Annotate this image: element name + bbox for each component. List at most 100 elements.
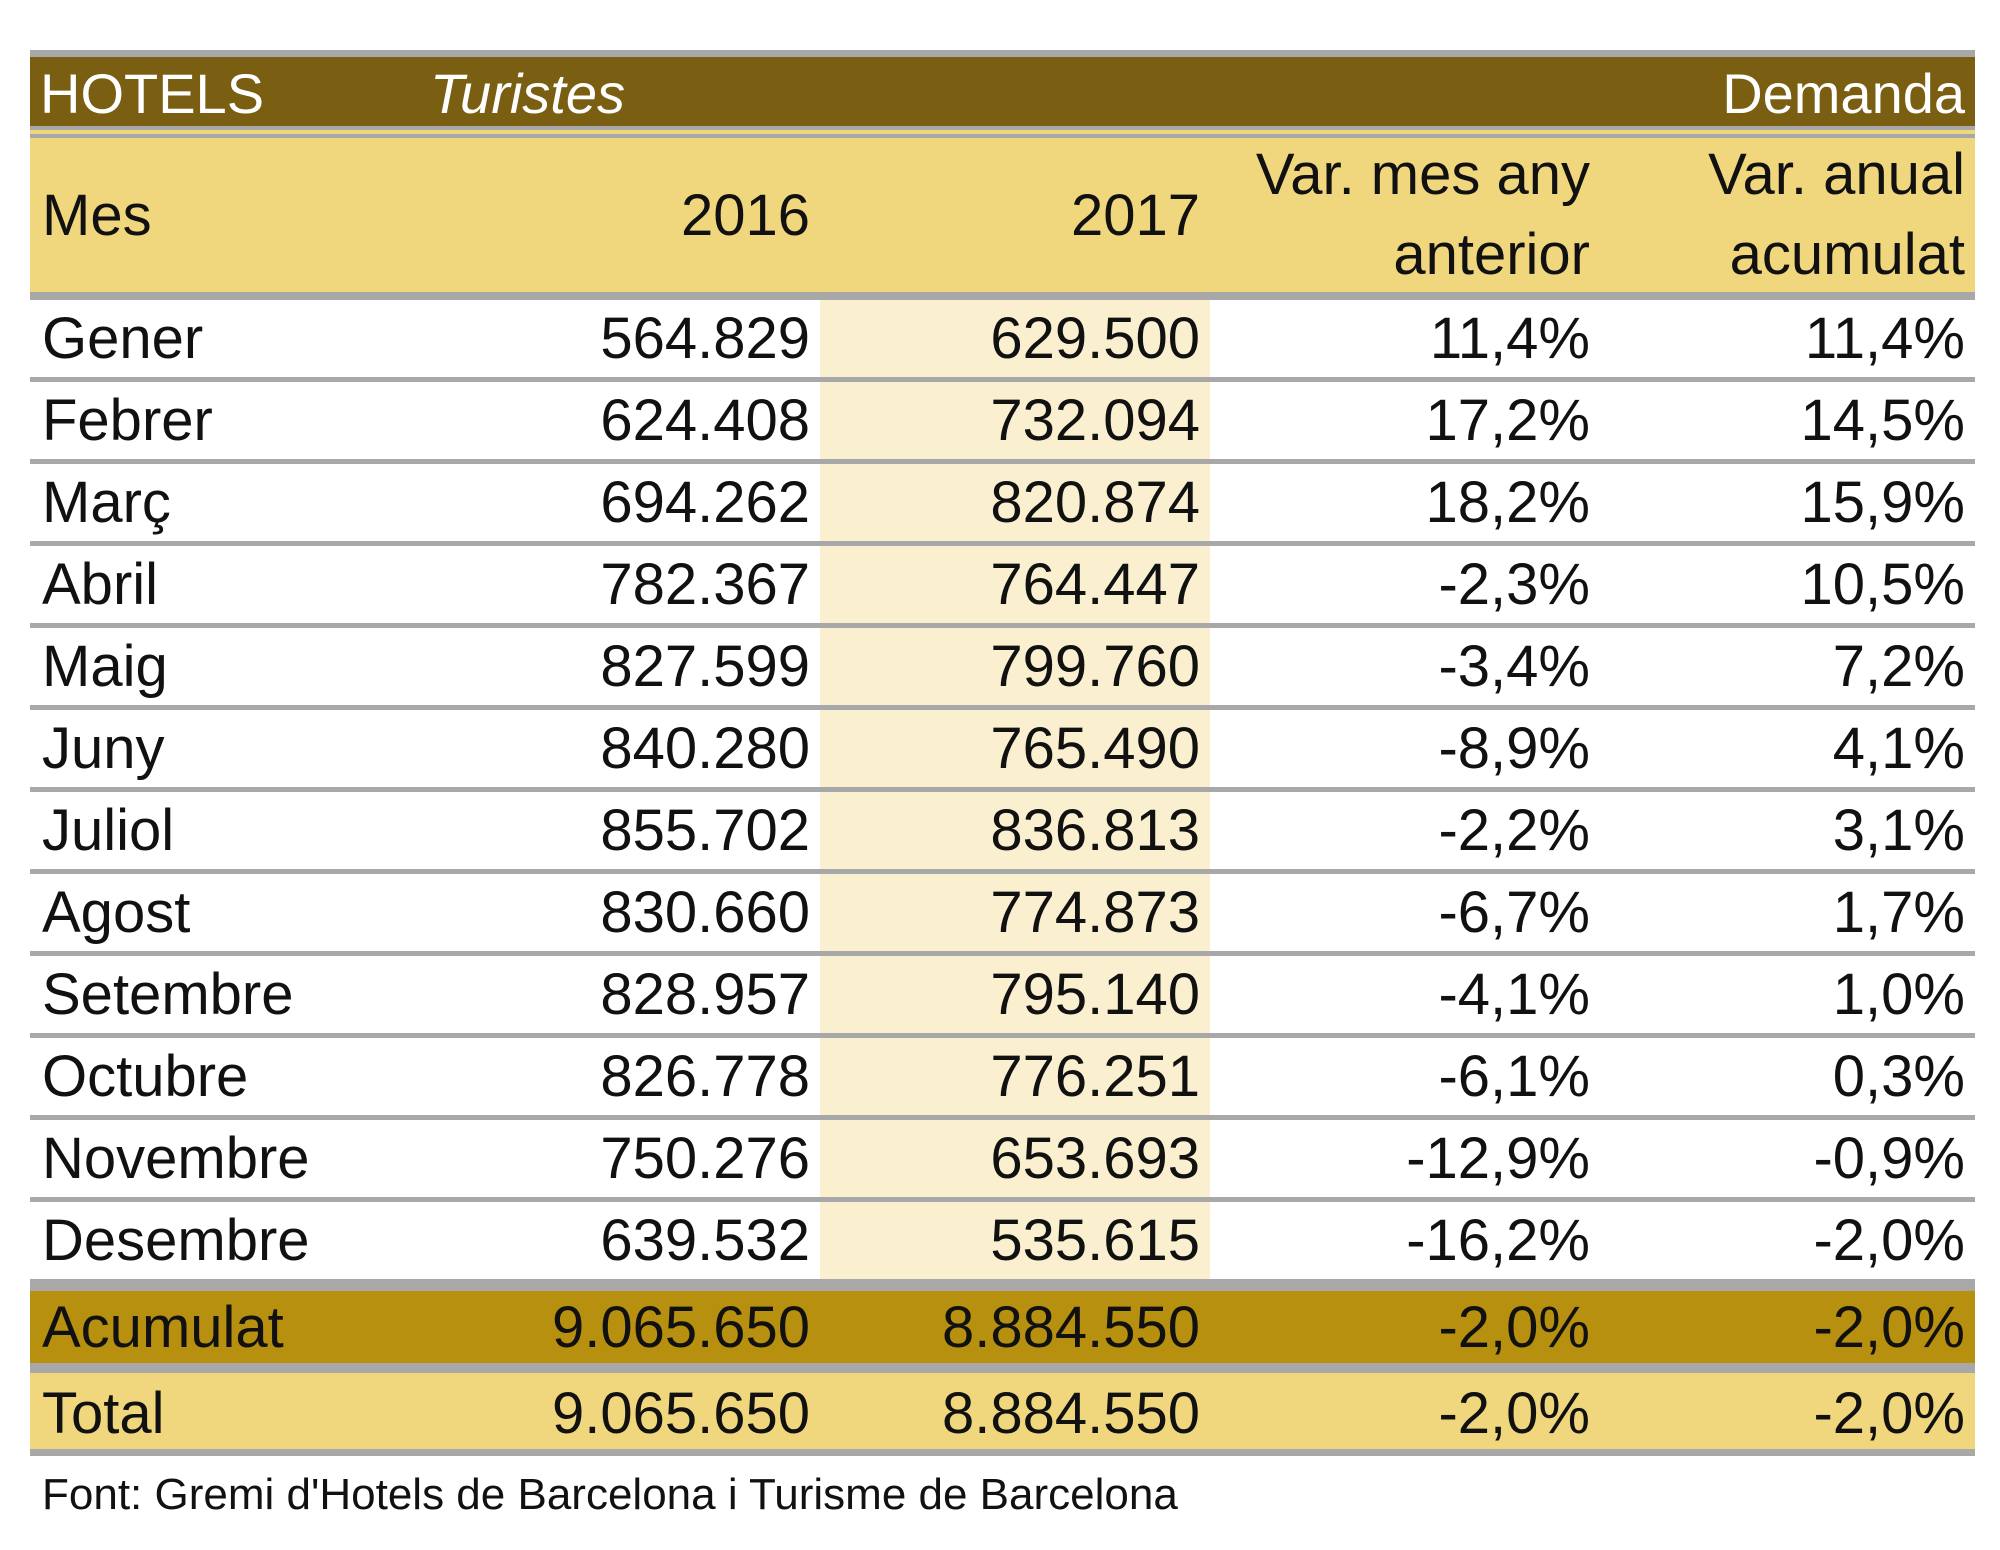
header-var-annual-line1: Var. anual — [1708, 142, 1965, 207]
cell-2017: 764.447 — [820, 546, 1210, 623]
table-row: Juliol 855.702 836.813 -2,2% 3,1% — [30, 792, 1975, 874]
cell-var-annual: 15,9% — [1800, 470, 1965, 535]
cell-2016: 639.532 — [600, 1208, 810, 1273]
cell-var-month: -6,1% — [1438, 1044, 1590, 1109]
title-hotels: HOTELS — [40, 62, 265, 125]
cell-month: Març — [42, 470, 171, 535]
header-var-month-line1: Var. mes any — [1255, 142, 1590, 207]
cell-var-annual: 1,0% — [1832, 962, 1965, 1027]
cell-2017: 836.813 — [820, 792, 1210, 869]
table-row: Febrer 624.408 732.094 17,2% 14,5% — [30, 382, 1975, 464]
cell-var-annual: 11,4% — [1804, 306, 1965, 371]
source-note: Font: Gremi d'Hotels de Barcelona i Turi… — [42, 1470, 1178, 1519]
cell-var-month: -3,4% — [1438, 634, 1590, 699]
cell-var-month: 11,4% — [1429, 306, 1590, 371]
cell-2016: 855.702 — [600, 798, 810, 863]
cell-month: Total — [42, 1380, 165, 1446]
cell-var-month: -2,2% — [1438, 798, 1590, 863]
cell-var-annual: -2,0% — [1813, 1208, 1965, 1273]
cell-var-annual: -2,0% — [1813, 1294, 1965, 1360]
cell-2016: 9.065.650 — [551, 1380, 810, 1446]
cell-month: Juliol — [42, 798, 175, 863]
title-demand: Demanda — [1722, 62, 1965, 125]
cell-2016: 750.276 — [600, 1126, 810, 1191]
cell-month: Gener — [42, 306, 204, 371]
cell-2016: 694.262 — [600, 470, 810, 535]
cell-var-annual: -0,9% — [1813, 1126, 1965, 1191]
cell-var-month: -2,3% — [1438, 552, 1590, 617]
cell-2016: 830.660 — [600, 880, 810, 945]
cell-month: Setembre — [42, 962, 294, 1027]
cell-2017: 732.094 — [820, 382, 1210, 459]
table-row: Juny 840.280 765.490 -8,9% 4,1% — [30, 710, 1975, 792]
cell-var-annual: 0,3% — [1832, 1044, 1965, 1109]
cell-var-month: -4,1% — [1438, 962, 1590, 1027]
cell-var-month: -6,7% — [1438, 880, 1590, 945]
cell-2016: 827.599 — [600, 634, 810, 699]
table-row: Abril 782.367 764.447 -2,3% 10,5% — [30, 546, 1975, 628]
cell-2017: 774.873 — [820, 874, 1210, 951]
cell-month: Abril — [42, 552, 159, 617]
hotels-table: HOTELS Turistes Demanda Mes 2016 2017 Va… — [30, 50, 1975, 1520]
divider — [30, 126, 1975, 130]
cell-var-annual: 7,2% — [1832, 634, 1965, 699]
cell-2016: 782.367 — [600, 552, 810, 617]
cell-var-month: -8,9% — [1438, 716, 1590, 781]
cell-2017: 776.251 — [820, 1038, 1210, 1115]
table-row: Agost 830.660 774.873 -6,7% 1,7% — [30, 874, 1975, 956]
cell-month: Novembre — [42, 1126, 310, 1191]
cell-2016: 9.065.650 — [551, 1294, 810, 1360]
cell-2016: 564.829 — [600, 306, 810, 371]
header-2017: 2017 — [1070, 182, 1200, 248]
cell-month: Octubre — [42, 1044, 249, 1109]
title-tourists: Turistes — [430, 62, 625, 125]
cell-2017: 8.884.550 — [941, 1294, 1200, 1360]
table-row: Maig 827.599 799.760 -3,4% 7,2% — [30, 628, 1975, 710]
cell-var-month: 18,2% — [1425, 470, 1590, 535]
cell-var-month: -2,0% — [1438, 1294, 1590, 1360]
cell-var-month: -2,0% — [1438, 1380, 1590, 1446]
cell-2016: 826.778 — [600, 1044, 810, 1109]
table-row: Novembre 750.276 653.693 -12,9% -0,9% — [30, 1120, 1975, 1202]
header-month: Mes — [42, 182, 152, 248]
cell-2017: 799.760 — [820, 628, 1210, 705]
total-row: Total 9.065.650 8.884.550 -2,0% -2,0% — [30, 1373, 1975, 1456]
table-row: Octubre 826.778 776.251 -6,1% 0,3% — [30, 1038, 1975, 1120]
header-var-month: Var. mes any anterior — [1210, 138, 1600, 292]
cell-month: Desembre — [42, 1208, 310, 1273]
title-bar: HOTELS Turistes Demanda — [30, 57, 1975, 126]
table-row: Desembre 639.532 535.615 -16,2% -2,0% — [30, 1202, 1975, 1279]
divider — [30, 130, 1975, 134]
cell-2017: 820.874 — [820, 464, 1210, 541]
table-row: Gener 564.829 629.500 11,4% 11,4% — [30, 300, 1975, 382]
accumulated-row: Acumulat 9.065.650 8.884.550 -2,0% -2,0% — [30, 1279, 1975, 1368]
cell-2016: 828.957 — [600, 962, 810, 1027]
cell-2017: 535.615 — [820, 1202, 1210, 1279]
cell-var-month: -16,2% — [1406, 1208, 1590, 1273]
header-row: Mes 2016 2017 Var. mes any anterior Var.… — [30, 138, 1975, 300]
table-row: Març 694.262 820.874 18,2% 15,9% — [30, 464, 1975, 546]
cell-var-annual: 14,5% — [1800, 388, 1965, 453]
cell-2017: 765.490 — [820, 710, 1210, 787]
cell-var-annual: 4,1% — [1832, 716, 1965, 781]
divider — [30, 50, 1975, 57]
cell-var-annual: 10,5% — [1800, 552, 1965, 617]
header-var-annual-line2: acumulat — [1729, 222, 1965, 287]
cell-2017: 8.884.550 — [941, 1380, 1200, 1446]
cell-month: Agost — [42, 880, 191, 945]
cell-2016: 840.280 — [600, 716, 810, 781]
cell-month: Juny — [42, 716, 165, 781]
header-2016: 2016 — [680, 182, 810, 248]
cell-var-annual: 1,7% — [1832, 880, 1965, 945]
cell-var-month: 17,2% — [1425, 388, 1590, 453]
cell-var-month: -12,9% — [1406, 1126, 1590, 1191]
cell-var-annual: 3,1% — [1832, 798, 1965, 863]
cell-month: Acumulat — [42, 1294, 284, 1360]
header-var-annual: Var. anual acumulat — [1600, 138, 1975, 292]
cell-2017: 629.500 — [820, 300, 1210, 377]
divider — [30, 134, 1975, 138]
cell-month: Febrer — [42, 388, 213, 453]
cell-month: Maig — [42, 634, 168, 699]
table-row: Setembre 828.957 795.140 -4,1% 1,0% — [30, 956, 1975, 1038]
divider — [30, 1368, 1975, 1373]
